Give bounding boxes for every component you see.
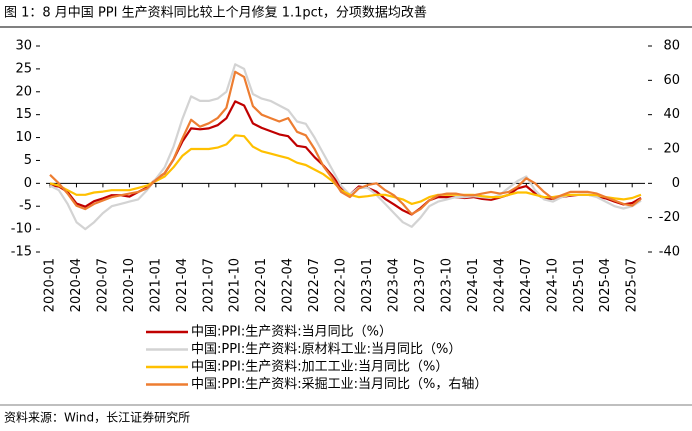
y2-tick-label: 60 xyxy=(663,73,680,88)
y2-tick-label: -20 xyxy=(659,210,680,225)
y2-tick-label: 20 xyxy=(663,142,680,157)
y2-tick-label: 0 xyxy=(672,176,680,191)
x-tick-label: 2022-04 xyxy=(281,258,296,312)
series-line xyxy=(49,63,642,231)
legend-label: 中国:PPI:生产资料:采掘工业:当月同比（%，右轴） xyxy=(191,377,487,392)
y-tick-label: -10 xyxy=(11,222,32,237)
x-tick-label: 2024-10 xyxy=(545,258,560,312)
y-tick-label: 25 xyxy=(15,61,32,76)
y-tick-label: 0 xyxy=(24,176,32,191)
y2-tick-label: 40 xyxy=(663,107,680,122)
x-tick-label: 2022-01 xyxy=(254,258,269,312)
y-tick-label: -5 xyxy=(19,199,32,214)
y2-tick-label: 80 xyxy=(663,39,680,54)
series-line xyxy=(49,134,642,205)
x-tick-label: 2024-04 xyxy=(492,258,507,312)
y-tick-label: 5 xyxy=(24,153,32,168)
y-tick-label: -15 xyxy=(11,245,32,260)
x-tick-label: 2022-07 xyxy=(307,258,322,312)
x-tick-label: 2023-01 xyxy=(360,258,375,312)
x-tick-label: 2023-10 xyxy=(439,258,454,312)
chart-title: 图 1：8 月中国 PPI 生产资料同比较上个月修复 1.1pct，分项数据均改… xyxy=(4,5,427,21)
x-tick-label: 2021-10 xyxy=(228,258,243,312)
x-tick-label: 2020-10 xyxy=(122,258,137,312)
x-tick-label: 2025-07 xyxy=(625,258,640,312)
y-tick-label: 20 xyxy=(15,84,32,99)
y-tick-label: 30 xyxy=(15,39,32,54)
legend-label: 中国:PPI:生产资料:原材料工业:当月同比（%） xyxy=(191,342,461,357)
x-tick-label: 2023-07 xyxy=(413,258,428,312)
y-tick-label: 10 xyxy=(15,130,32,145)
y2-tick-label: -40 xyxy=(659,245,680,260)
legend-label: 中国:PPI:生产资料:加工工业:当月同比（%） xyxy=(191,360,448,375)
x-tick-label: 2025-04 xyxy=(598,258,613,312)
x-tick-label: 2024-07 xyxy=(519,258,534,312)
x-tick-label: 2023-04 xyxy=(387,258,402,312)
x-tick-label: 2021-07 xyxy=(201,258,216,312)
source: 资料来源：Wind，长江证券研究所 xyxy=(4,410,190,425)
y-tick-label: 15 xyxy=(15,107,32,122)
x-tick-label: 2021-04 xyxy=(175,258,190,312)
x-tick-label: 2024-01 xyxy=(466,258,481,312)
x-tick-label: 2020-07 xyxy=(95,258,110,312)
series-line xyxy=(49,70,642,216)
x-tick-label: 2022-10 xyxy=(334,258,349,312)
x-tick-label: 2021-01 xyxy=(148,258,163,312)
x-tick-label: 2020-01 xyxy=(43,258,58,312)
x-tick-label: 2020-04 xyxy=(69,258,84,312)
x-tick-label: 2025-01 xyxy=(572,258,587,312)
legend-label: 中国:PPI:生产资料:当月同比（%） xyxy=(191,325,392,340)
